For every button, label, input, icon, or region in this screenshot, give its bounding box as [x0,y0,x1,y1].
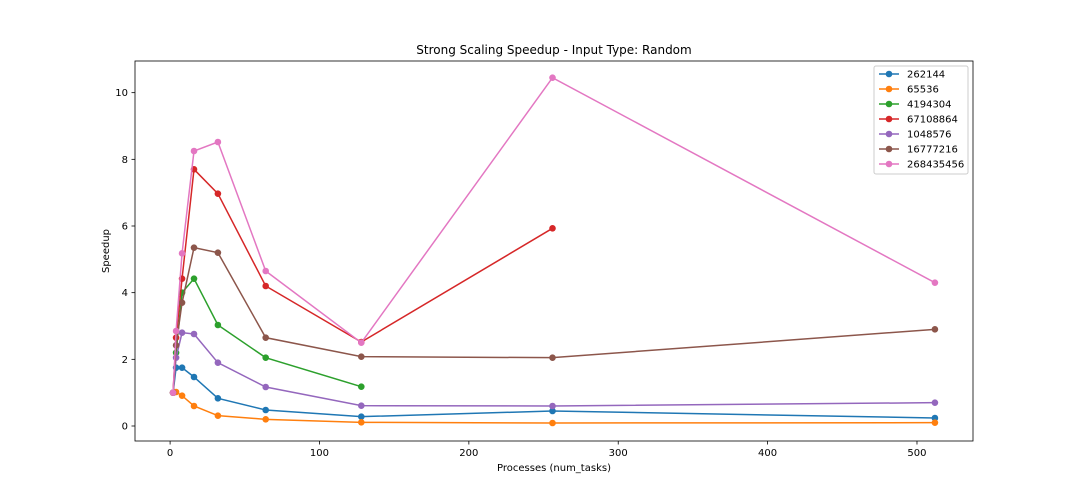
data-point [190,373,198,381]
data-point [262,267,270,275]
data-point [262,334,270,341]
data-point [190,402,198,410]
x-tick-label: 300 [609,448,628,459]
data-point [931,279,939,286]
data-point [262,406,270,414]
legend-entry: 67108864 [879,115,958,126]
series-layer [169,74,939,427]
y-tick-label: 8 [122,155,128,166]
data-point [549,407,556,415]
y-tick-label: 10 [115,88,128,99]
legend-marker [885,130,893,138]
x-tick-label: 400 [758,448,777,459]
data-point [178,392,186,399]
legend-label: 262144 [907,70,945,81]
legend-marker [885,145,893,153]
legend-entry: 268435456 [879,160,964,171]
data-point [358,383,365,390]
legend-marker [885,100,893,108]
data-point [549,74,556,81]
data-point [190,330,198,338]
legend-entry: 262144 [879,70,945,81]
data-point [214,138,222,146]
data-point [178,364,186,371]
data-point [214,359,222,366]
data-point [172,327,180,335]
legend-label: 67108864 [907,115,958,126]
legend-label: 1048576 [907,130,952,141]
data-point [178,329,186,336]
y-tick-label: 0 [122,422,128,433]
axes: 0 100 200 300 400 500 0 2 4 6 8 10 [115,88,926,459]
x-axis-label: Processes (num_tasks) [497,463,611,474]
data-point [178,250,186,257]
legend-entry: 4194304 [879,100,952,111]
data-point [549,419,556,427]
data-point [931,399,939,406]
data-point [169,389,177,396]
data-point [358,413,365,420]
chart-title: Strong Scaling Speedup - Input Type: Ran… [416,43,691,57]
data-point [262,383,270,391]
data-point [549,225,556,232]
y-tick-label: 4 [122,288,128,299]
x-tick-label: 200 [459,448,478,459]
data-point [358,419,365,426]
legend: 262144 65536 4194304 67108864 1048576 1677721… [873,65,969,175]
data-point [549,402,556,410]
data-point [358,353,365,360]
x-tick-label: 500 [907,448,926,459]
data-point [214,249,222,256]
series-268435456 [169,74,939,396]
data-point [931,326,939,333]
legend-marker [885,70,893,78]
y-tick-label: 2 [122,355,128,366]
data-point [262,416,270,423]
data-point [931,414,939,422]
legend-label: 268435456 [907,160,964,171]
x-tick-label: 100 [310,448,329,459]
series-1048576 [169,329,939,410]
data-point [190,244,198,251]
legend-label: 65536 [907,85,939,96]
data-point [178,299,186,306]
data-point [214,412,222,419]
y-axis-label: Speedup [101,229,112,273]
data-point [214,321,222,329]
data-point [549,354,556,361]
legend-entry: 16777216 [879,145,958,156]
x-tick-label: 0 [167,448,173,459]
plot-frame [134,60,974,442]
data-point [190,147,198,155]
legend-marker [885,85,893,93]
legend-entry: 65536 [879,85,939,96]
data-point [358,339,365,346]
data-point [262,282,270,290]
legend-marker [885,160,893,168]
data-point [262,354,270,361]
data-point [190,275,198,282]
legend-entry: 1048576 [879,130,952,141]
legend-label: 16777216 [907,145,958,156]
y-tick-label: 6 [122,222,128,233]
legend-marker [885,115,893,123]
legend-box [873,65,969,175]
data-point [358,402,365,409]
data-point [931,419,939,426]
data-point [214,395,222,402]
legend-label: 4194304 [907,100,952,111]
data-point [214,190,222,197]
